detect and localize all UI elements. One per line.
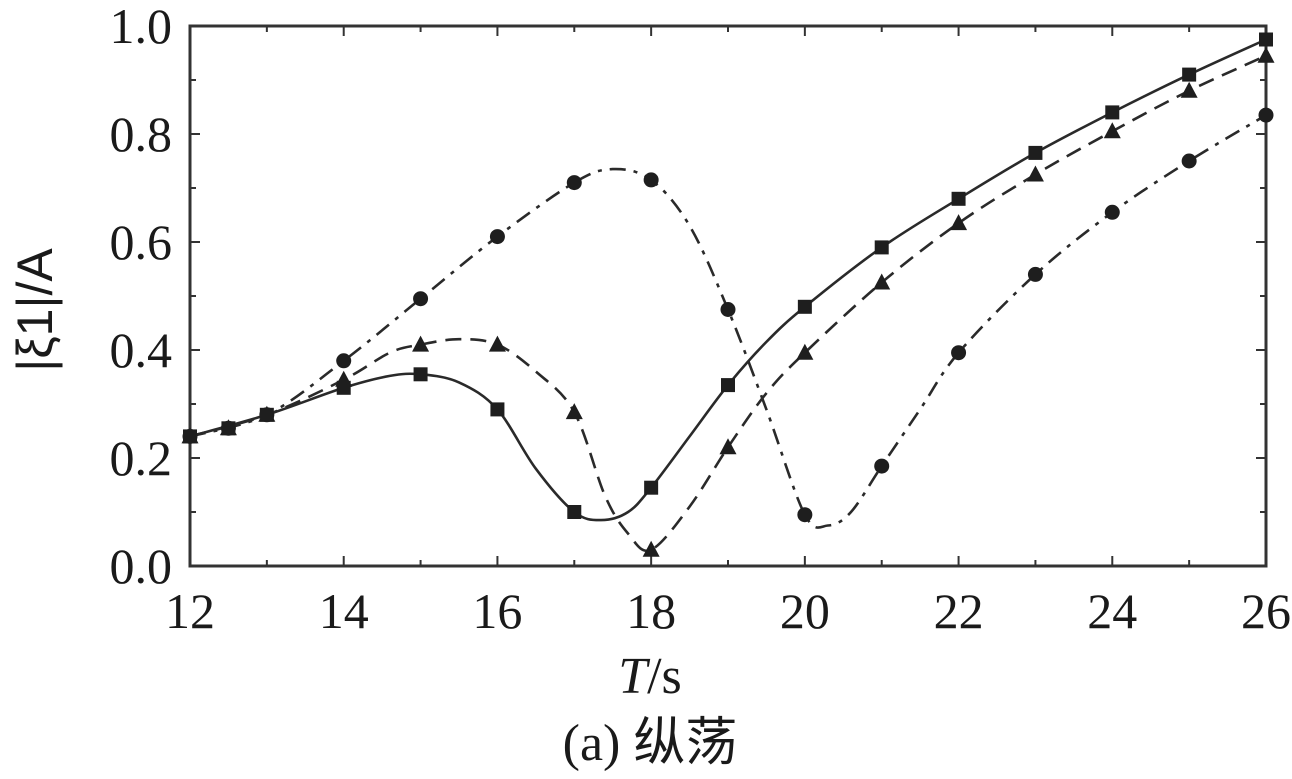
data-point-circle bbox=[643, 172, 659, 188]
y-tick-label: 1.0 bbox=[110, 0, 173, 54]
data-point-triangle bbox=[796, 343, 814, 360]
series-line-triangle bbox=[189, 54, 1267, 553]
x-tick-label: 12 bbox=[165, 583, 215, 639]
data-point-circle bbox=[182, 428, 198, 444]
x-tick-label: 22 bbox=[934, 583, 984, 639]
x-axis-title-italic: T bbox=[618, 648, 650, 705]
data-point-square bbox=[1259, 32, 1273, 47]
data-point-square bbox=[1028, 145, 1043, 160]
data-point-triangle bbox=[642, 540, 660, 557]
data-point-circle bbox=[720, 302, 736, 317]
data-point-circle bbox=[1181, 153, 1197, 169]
data-point-triangle bbox=[1257, 46, 1275, 63]
data-point-square bbox=[1105, 105, 1120, 120]
data-point-circle bbox=[874, 458, 890, 474]
data-point-square bbox=[644, 480, 659, 495]
data-point-triangle bbox=[335, 370, 353, 387]
data-point-circle bbox=[797, 507, 813, 523]
x-tick-label: 14 bbox=[319, 583, 369, 639]
data-point-circle bbox=[489, 229, 505, 245]
x-tick-labels: 12 14 16 18 20 22 24 26 bbox=[165, 583, 1291, 639]
data-point-circle bbox=[336, 353, 352, 369]
data-point-triangle bbox=[1180, 81, 1198, 98]
data-point-circle bbox=[1258, 107, 1274, 123]
series-line-circle bbox=[189, 113, 1267, 529]
y-axis-title: |ξ1|/A bbox=[7, 248, 63, 372]
data-point-triangle bbox=[1026, 165, 1044, 182]
y-tick-label: 0.0 bbox=[110, 538, 173, 594]
data-point-circle bbox=[1027, 266, 1043, 282]
y-tick-label: 0.4 bbox=[110, 322, 173, 378]
data-point-circle bbox=[1104, 204, 1120, 220]
data-point-triangle bbox=[950, 214, 968, 231]
figure-caption: (a) 纵荡 bbox=[563, 715, 738, 772]
data-point-triangle bbox=[719, 438, 737, 455]
data-point-triangle bbox=[1103, 122, 1121, 139]
y-tick-label: 0.6 bbox=[110, 214, 173, 270]
x-tick-label: 18 bbox=[626, 583, 676, 639]
data-point-square bbox=[567, 505, 582, 519]
data-point-square bbox=[951, 191, 966, 206]
data-point-triangle bbox=[412, 335, 430, 352]
data-point-circle bbox=[951, 345, 967, 361]
data-point-square bbox=[797, 299, 812, 314]
x-tick-label: 26 bbox=[1241, 583, 1291, 639]
plot-frame bbox=[188, 24, 1268, 568]
data-point-square bbox=[874, 240, 889, 255]
y-tick-label: 0.8 bbox=[110, 106, 173, 162]
data-point-square bbox=[413, 367, 428, 382]
x-axis-title: T/s bbox=[618, 648, 682, 705]
axis-ticks bbox=[189, 25, 1267, 567]
data-point-triangle bbox=[565, 403, 583, 420]
data-point-circle bbox=[413, 291, 429, 307]
data-point-square bbox=[490, 402, 505, 417]
data-point-circle bbox=[220, 420, 236, 436]
series-circle bbox=[182, 107, 1274, 529]
data-point-square bbox=[721, 378, 735, 393]
y-tick-label: 0.2 bbox=[110, 430, 173, 486]
series-square bbox=[183, 32, 1273, 522]
series-triangle bbox=[181, 46, 1275, 557]
data-point-square bbox=[1182, 67, 1197, 82]
data-point-triangle bbox=[873, 273, 891, 290]
data-point-triangle bbox=[488, 335, 506, 352]
data-point-circle bbox=[566, 175, 582, 191]
y-tick-labels: 0.0 0.2 0.4 0.6 0.8 1.0 bbox=[110, 0, 173, 594]
x-tick-label: 16 bbox=[472, 583, 522, 639]
x-axis-title-unit: /s bbox=[647, 648, 682, 705]
series-layer bbox=[181, 32, 1275, 557]
x-tick-label: 20 bbox=[780, 583, 830, 639]
data-point-circle bbox=[259, 407, 275, 423]
x-tick-label: 24 bbox=[1087, 583, 1137, 639]
